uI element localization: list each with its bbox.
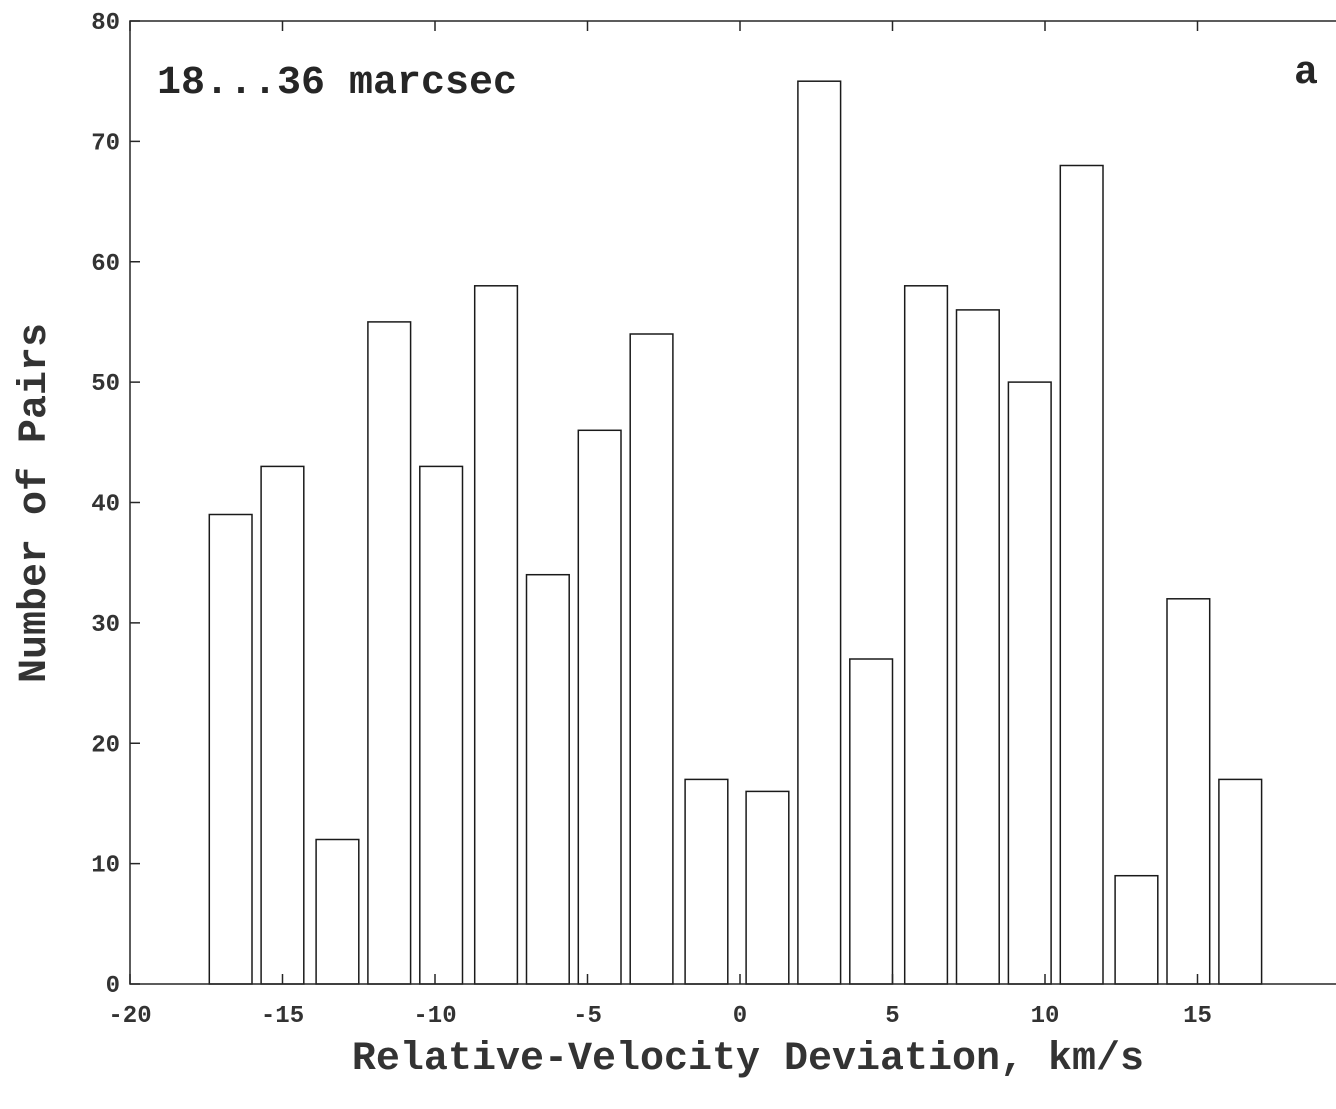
- bar: [208, 513, 253, 985]
- bar: [1166, 598, 1211, 985]
- bar: [955, 309, 1000, 985]
- bar: [1007, 381, 1052, 985]
- x-tick-label: -5: [573, 1003, 602, 1030]
- y-tick-label: 10: [91, 853, 120, 880]
- y-tick-label: 50: [91, 371, 120, 398]
- y-axis-title: Number of Pairs: [13, 323, 58, 683]
- bar: [903, 285, 949, 985]
- bar: [473, 285, 519, 985]
- bar: [260, 465, 305, 985]
- ticks-group: [129, 20, 1199, 985]
- y-tick-label: 0: [106, 973, 120, 1000]
- y-tick-labels: 0 10 20 30 40 50 60 70 80: [91, 10, 120, 1000]
- x-tick-label: 15: [1183, 1003, 1212, 1030]
- panel-letter: a: [1294, 51, 1318, 96]
- y-tick-label: 30: [91, 612, 120, 639]
- bar: [315, 838, 360, 985]
- range-annotation: 18...36 marcsec: [157, 61, 517, 106]
- bar: [367, 321, 412, 985]
- bar: [1114, 874, 1159, 985]
- y-tick-label: 80: [91, 10, 120, 37]
- bar: [745, 790, 790, 985]
- bar: [419, 465, 464, 985]
- plot-frame: [129, 20, 1336, 985]
- x-tick-label: 0: [733, 1003, 747, 1030]
- bar: [525, 573, 570, 985]
- bar: [1059, 164, 1104, 985]
- bar: [577, 429, 622, 985]
- x-tick-labels: -20-15-10-505101520: [108, 1003, 1336, 1030]
- x-tick-label: 5: [885, 1003, 899, 1030]
- bar: [1218, 778, 1263, 985]
- x-tick-label: -10: [413, 1003, 456, 1030]
- y-tick-label: 60: [91, 251, 120, 278]
- y-tick-label: 20: [91, 732, 120, 759]
- bar: [629, 333, 674, 985]
- y-tick-label: 40: [91, 492, 120, 519]
- y-tick-label: 70: [91, 130, 120, 157]
- bar: [797, 80, 842, 985]
- x-tick-label: -15: [261, 1003, 304, 1030]
- bar: [684, 778, 729, 985]
- x-tick-label: -20: [108, 1003, 151, 1030]
- bars-group: [208, 80, 1263, 985]
- x-axis-title: Relative-Velocity Deviation, km/s: [352, 1037, 1144, 1082]
- x-tick-label: 10: [1031, 1003, 1060, 1030]
- bar: [849, 658, 894, 985]
